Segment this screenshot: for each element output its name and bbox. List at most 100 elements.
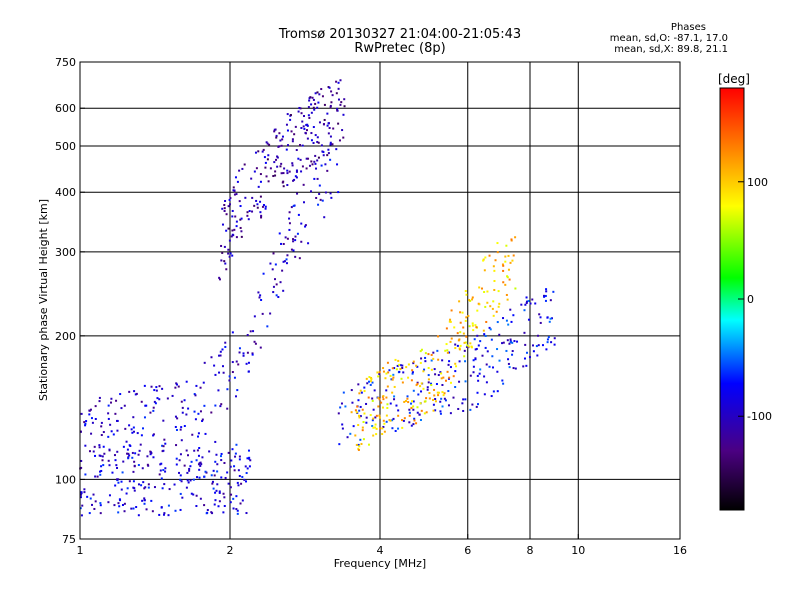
x-tick-label: 4 [377, 544, 384, 557]
colorbar-tick-label: -100 [747, 410, 772, 423]
data-point [175, 463, 178, 466]
data-point [427, 374, 430, 377]
data-point [481, 287, 484, 290]
data-point [264, 207, 267, 210]
data-point [337, 412, 340, 415]
data-point [371, 381, 374, 384]
data-point [386, 385, 389, 388]
data-point [203, 361, 206, 364]
data-point [486, 290, 489, 293]
data-point [399, 364, 402, 367]
data-point [214, 460, 217, 463]
data-point [397, 409, 400, 412]
data-point [281, 269, 284, 272]
data-point [492, 390, 495, 393]
data-point [496, 370, 499, 373]
data-point [393, 398, 396, 401]
data-point [392, 373, 395, 376]
data-point [412, 389, 415, 392]
data-point [117, 481, 120, 484]
data-point [362, 421, 365, 424]
data-point [116, 466, 119, 469]
data-point [220, 459, 223, 462]
data-point [218, 500, 221, 503]
data-point [459, 331, 462, 334]
data-point [210, 356, 213, 359]
data-point [498, 302, 501, 305]
data-point [546, 316, 549, 319]
data-point [310, 160, 313, 163]
data-point [179, 428, 182, 431]
data-point [550, 341, 553, 344]
data-point [511, 353, 514, 356]
data-point [302, 201, 305, 204]
data-point [312, 98, 315, 101]
data-point [473, 338, 476, 341]
axis-ticks: 1 2 4 6 8 10 16 75 100 200 300 400 500 600 750 [55, 56, 687, 557]
data-point [261, 312, 264, 315]
data-point [294, 235, 297, 238]
data-point [84, 424, 87, 427]
data-point [293, 133, 296, 136]
data-point [300, 222, 303, 225]
data-point [281, 135, 284, 138]
data-point [423, 412, 426, 415]
data-point [296, 192, 299, 195]
data-point [216, 470, 219, 473]
data-point [100, 465, 103, 468]
data-point [462, 326, 465, 329]
data-point [240, 482, 243, 485]
data-point [292, 204, 295, 207]
data-point [80, 492, 83, 495]
y-tick-label: 600 [55, 102, 76, 115]
data-point [375, 427, 378, 430]
data-point [332, 127, 335, 130]
data-point [317, 156, 320, 159]
data-point [144, 486, 147, 489]
data-point [300, 170, 303, 173]
data-point [462, 332, 465, 335]
data-point [342, 113, 345, 116]
data-point [201, 418, 204, 421]
data-point [446, 370, 449, 373]
data-point [232, 497, 235, 500]
data-point [237, 484, 240, 487]
data-point [424, 352, 427, 355]
data-point [143, 384, 146, 387]
data-point [174, 509, 177, 512]
data-point [140, 400, 143, 403]
data-point [196, 476, 199, 479]
data-point [128, 444, 131, 447]
data-point [433, 368, 436, 371]
data-point [411, 371, 414, 374]
data-point [254, 151, 257, 154]
data-point [275, 294, 278, 297]
data-point [199, 464, 202, 467]
data-point [501, 379, 504, 382]
data-point [434, 400, 437, 403]
data-point [161, 387, 164, 390]
data-point [107, 412, 110, 415]
data-point [511, 350, 514, 353]
data-point [185, 413, 188, 416]
data-point [359, 405, 362, 408]
data-point [514, 236, 517, 239]
data-point [490, 338, 493, 341]
data-point [223, 461, 226, 464]
data-point [433, 388, 436, 391]
data-point [261, 205, 264, 208]
data-point [286, 237, 289, 240]
data-point [160, 462, 163, 465]
data-point [198, 468, 201, 471]
data-point [107, 459, 110, 462]
data-point [398, 363, 401, 366]
data-point [464, 398, 467, 401]
data-point [528, 356, 531, 359]
data-point [238, 200, 241, 203]
data-point [329, 104, 332, 107]
data-point [313, 177, 316, 180]
data-point [309, 96, 312, 99]
data-point [197, 454, 200, 457]
data-point [79, 493, 82, 496]
